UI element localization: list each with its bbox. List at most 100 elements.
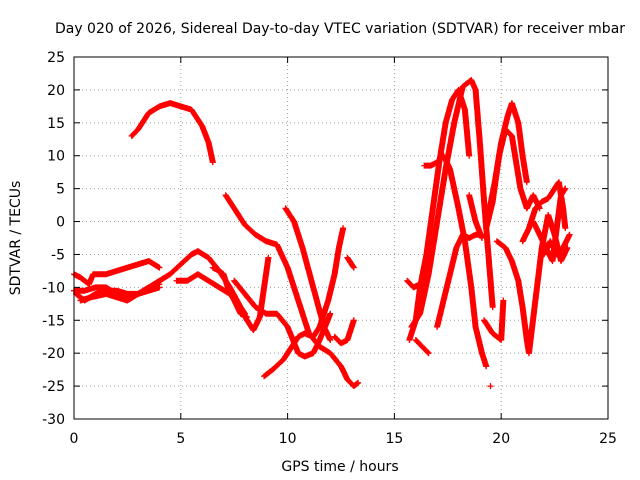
data-point [468,237,470,239]
series-arc-25 [487,383,494,390]
data-point [566,247,569,249]
data-point [483,201,485,203]
data-point [148,260,150,262]
data-point [526,181,528,183]
data-point [449,273,451,275]
data-point [90,296,92,298]
x-tick-label: 0 [70,431,79,447]
data-point [116,270,118,272]
data-point [564,188,566,190]
data-point [442,155,445,157]
series-arc-18 [412,337,432,357]
data-point [462,234,464,236]
series-arc-14 [344,254,357,271]
y-tick-label: 10 [47,149,65,165]
data-point [442,299,445,302]
data-point [526,339,528,341]
data-point [428,273,430,275]
data-point [419,313,421,315]
data-point [334,336,336,338]
data-point [287,267,289,269]
data-point [425,253,427,256]
data-point [502,299,504,302]
series-arc-21 [466,192,485,241]
y-tick-label: 5 [56,182,65,198]
data-point [541,247,543,249]
data-point [475,326,477,328]
data-point [496,240,498,242]
data-point [346,339,348,341]
data-point [92,273,94,275]
data-point [556,227,558,229]
data-point [252,329,254,331]
data-point [208,142,210,144]
data-point [470,79,472,81]
data-point [507,115,509,117]
data-point [186,280,188,282]
data-point [227,286,229,288]
data-point [255,306,257,308]
data-point [246,316,248,318]
data-point [84,290,86,292]
data-point [105,286,107,288]
data-point [541,201,543,203]
data-point [88,283,90,285]
data-point [562,207,564,209]
data-point [547,197,549,200]
tick-labels: 0 5 10 15 20 25 25 20 15 10 5 0 -5 -10 -15 -20 -25 -30 [42,50,617,447]
data-point [532,194,534,196]
x-tick-label: 25 [599,431,617,447]
data-point [558,181,560,183]
data-point [547,214,549,216]
data-point [263,375,265,377]
y-tick-label: 20 [47,83,65,99]
data-point [432,207,434,209]
data-point [556,253,558,256]
data-point [560,194,562,196]
data-point [430,165,432,167]
x-tick-label: 10 [279,431,297,447]
series-arc-13 [331,317,357,347]
data-point [148,112,150,114]
data-point [233,280,235,282]
data-point [297,352,299,354]
series-arc-17 [408,77,496,330]
data-point [225,194,227,196]
data-point [522,306,524,308]
data-point [406,280,408,282]
data-point [79,276,81,279]
data-point [334,273,336,275]
data-point [415,339,417,341]
data-point [528,352,530,354]
data-point [267,257,269,259]
data-point [137,263,139,265]
data-point [263,286,265,288]
y-tick-label: 15 [47,116,65,132]
data-point [468,194,470,196]
data-point [329,339,331,341]
series-arc-4 [77,284,163,304]
data-point [94,286,96,288]
data-point [259,316,261,318]
data-point [423,165,425,167]
data-point [105,273,107,275]
data-point [340,342,342,344]
data-point [212,161,214,163]
data-point [511,135,513,137]
x-axis-label: GPS time / hours [281,459,398,475]
data-point [282,359,284,361]
data-point [105,293,107,295]
data-point [464,240,466,242]
data-point [428,352,430,354]
data-point [244,293,246,295]
data-point [312,286,314,288]
data-point [201,125,203,127]
y-tick-label: -15 [42,313,65,329]
data-point [327,299,329,302]
data-point [419,286,421,288]
data-point [319,326,321,328]
data-point [240,313,242,315]
y-tick-label: -10 [42,280,65,296]
data-point [475,234,477,236]
